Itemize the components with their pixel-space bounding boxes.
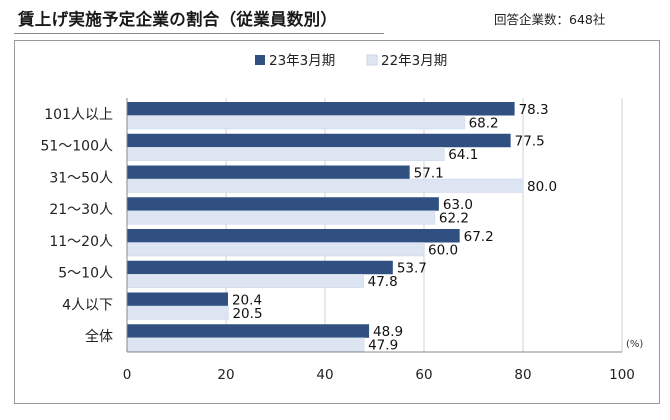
bar-fy22-4: [126, 242, 425, 257]
bar-fy23-4: [127, 229, 460, 243]
title-underline: [14, 33, 384, 34]
legend-label-1: 22年3月期: [381, 53, 447, 69]
respondent-count-note: 回答企業数：648社: [494, 12, 606, 27]
data-label-fy22-5: 47.8: [368, 274, 398, 290]
data-label-fy23-6: 20.4: [232, 292, 262, 308]
bar-fy23-3: [127, 197, 439, 211]
bar-fy22-5: [126, 274, 364, 288]
data-label-fy23-3: 63.0: [443, 197, 473, 213]
category-label-4: 11〜20人: [49, 234, 113, 250]
category-label-2: 31〜50人: [49, 170, 113, 186]
x-unit-label: (%): [626, 339, 643, 350]
category-label-1: 51〜100人: [40, 139, 113, 155]
data-label-fy23-1: 77.5: [515, 134, 545, 150]
data-label-fy23-4: 67.2: [464, 229, 494, 245]
bar-fy23-5: [127, 260, 393, 275]
axes: 0 20 40 60 80 100 (%) 101人以上 51〜100人 31〜50人 21〜30人…: [40, 98, 643, 383]
data-label-fy23-5: 53.7: [397, 261, 427, 277]
bar-fy22-7: [126, 337, 365, 352]
chart-title: 賃上げ実施予定企業の割合（従業員数別）: [18, 10, 338, 29]
legend-label-0: 23年3月期: [269, 53, 335, 69]
bar-fy23-7: [127, 324, 370, 338]
data-labels: 78.3 68.2 77.5 64.157.1 80.0 63.062.2 67.2 60.0…: [232, 102, 557, 354]
bar-fy23-2: [127, 165, 410, 179]
category-label-0: 101人以上: [44, 107, 113, 123]
legend-swatch-1: [366, 54, 378, 66]
bar-fy23-0: [127, 102, 515, 116]
chart-frame: [14, 40, 660, 404]
x-tick-label-20: 20: [217, 367, 234, 383]
data-label-fy22-0: 68.2: [469, 115, 499, 131]
x-tick-label-80: 80: [514, 367, 531, 383]
category-label-6: 4人以下: [62, 297, 113, 313]
data-label-fy23-7: 48.9: [373, 324, 403, 340]
category-label-7: 全体: [85, 328, 113, 345]
legend-swatch-0: [255, 55, 265, 65]
x-tick-label-0: 0: [123, 367, 132, 383]
data-label-fy22-6: 20.5: [232, 306, 262, 322]
data-label-fy22-4: 60.0: [428, 242, 458, 258]
bar-fy22-3: [126, 210, 436, 225]
x-tick-label-40: 40: [316, 367, 333, 383]
bar-fy22-0: [126, 115, 465, 130]
legend: 23年3月期 22年3月期: [255, 53, 447, 69]
bar-fy22-1: [126, 147, 445, 161]
bar-fy23-6: [127, 292, 228, 306]
data-label-fy22-7: 47.9: [368, 338, 398, 354]
data-label-fy22-1: 64.1: [448, 147, 478, 163]
bar-fy22-2: [126, 178, 524, 193]
data-label-fy22-3: 62.2: [439, 211, 469, 227]
data-label-fy23-0: 78.3: [519, 102, 549, 118]
data-label-fy23-2: 57.1: [414, 165, 444, 181]
bar-fy23-1: [127, 133, 511, 148]
data-label-fy22-2: 80.0: [527, 179, 557, 195]
x-tick-label-60: 60: [415, 367, 432, 383]
x-tick-label-100: 100: [609, 367, 635, 383]
category-label-3: 21〜30人: [49, 202, 113, 218]
bar-fy22-6: [126, 305, 229, 320]
category-label-5: 5〜10人: [58, 266, 113, 282]
